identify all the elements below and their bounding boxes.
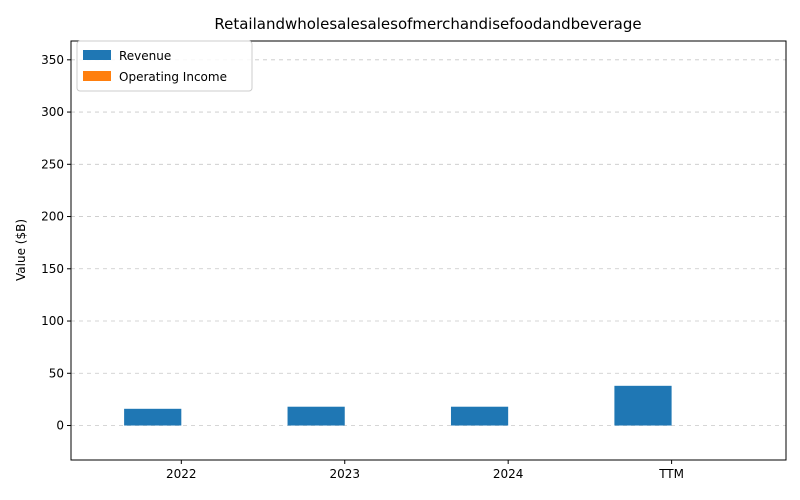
- y-axis: 0 50 100 150 200 250 300 350: [41, 53, 71, 433]
- y-tick-label-250: 250: [41, 157, 64, 171]
- bars: [124, 385, 672, 426]
- legend: Revenue Operating Income: [76, 40, 253, 92]
- y-tick-label-0: 0: [56, 419, 64, 433]
- gridlines: [71, 59, 786, 426]
- chart-title: Retailandwholesalesalesofmerchandisefood…: [214, 15, 641, 33]
- x-tick-label-2024: 2024: [493, 467, 524, 481]
- legend-label-operating-income: Operating Income: [119, 70, 227, 84]
- x-axis: 2022 2023 2024 TTM: [166, 460, 684, 481]
- y-tick-label-150: 150: [41, 262, 64, 276]
- legend-swatch-revenue: [83, 50, 111, 60]
- x-tick-label-2022: 2022: [166, 467, 197, 481]
- y-tick-label-300: 300: [41, 105, 64, 119]
- legend-swatch-operating-income: [83, 71, 111, 81]
- y-tick-label-200: 200: [41, 210, 64, 224]
- legend-label-revenue: Revenue: [119, 49, 171, 63]
- legend-box: [76, 40, 253, 92]
- plot-area-frame: [70, 40, 787, 461]
- y-tick-label-100: 100: [41, 314, 64, 328]
- y-tick-label-50: 50: [49, 366, 64, 380]
- bar-revenue-2023: [287, 406, 345, 426]
- x-tick-label-2023: 2023: [329, 467, 360, 481]
- bar-revenue-2024: [450, 406, 509, 426]
- y-axis-label: Value ($B): [14, 219, 28, 281]
- y-tick-label-350: 350: [41, 53, 64, 67]
- bar-revenue-ttm: [614, 385, 672, 426]
- x-tick-label-ttm: TTM: [658, 467, 684, 481]
- bar-revenue-2022: [124, 408, 182, 426]
